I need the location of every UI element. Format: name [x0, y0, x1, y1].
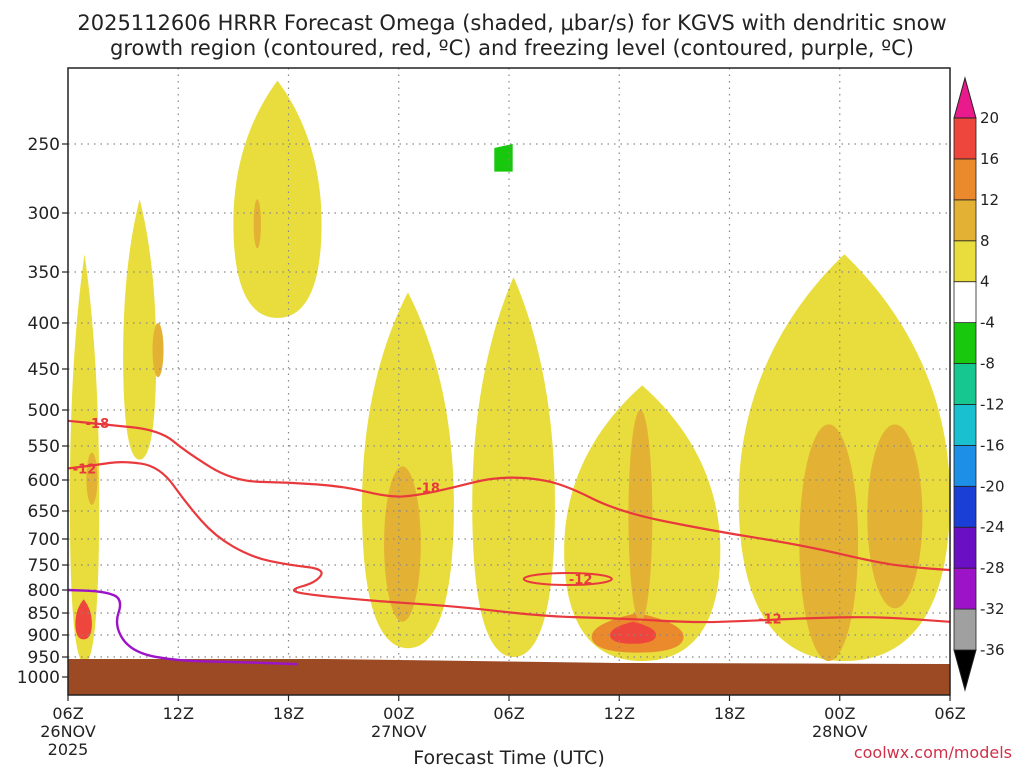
colorbar-swatch: [953, 444, 977, 487]
x-tick-year: 2025: [48, 740, 89, 759]
y-tick-label: 300: [28, 204, 60, 224]
colorbar-swatch: [953, 363, 977, 405]
colorbar-swatch: [953, 158, 977, 201]
colorbar-swatch: [953, 526, 977, 569]
y-tick-label: 650: [28, 502, 60, 522]
x-axis-label: Forecast Time (UTC): [413, 747, 604, 768]
y-tick-label: 250: [28, 135, 60, 155]
x-tick-label: 06Z: [52, 704, 83, 723]
colorbar-label: 12: [980, 191, 999, 209]
colorbar-max-arrow: [953, 76, 977, 119]
contour-label: -12: [569, 573, 593, 588]
contour-layer: -18 -12 -18 -12 -12: [67, 417, 951, 666]
colorbar-label: 20: [980, 109, 999, 127]
contour-label: -12: [758, 612, 782, 627]
omega-core-0: [384, 466, 421, 622]
omega-region-yellow-15Z-18Z-column: [233, 80, 322, 318]
colorbar-label: -24: [980, 518, 1005, 536]
contour-label: -18: [86, 417, 110, 432]
x-tick-label: 06Z: [934, 704, 965, 723]
y-tick-label: 350: [28, 263, 60, 283]
colorbar-label: -32: [980, 600, 1005, 618]
colorbar-swatch: [953, 485, 977, 528]
colorbar-label: 4: [980, 273, 990, 291]
omega-shading: [69, 80, 950, 664]
y-tick-label: 900: [28, 626, 60, 646]
x-tick-date: 28NOV: [812, 722, 868, 741]
colorbar-label: -20: [980, 477, 1005, 495]
omega-region-yellow-06Z-column: [69, 254, 100, 664]
omega-region-yellow-04Z-06Z-column: [472, 277, 555, 657]
colorbar-swatch: [953, 608, 977, 651]
y-tick-label: 550: [28, 437, 60, 457]
chart-title-line2: growth region (contoured, red, ºC) and f…: [110, 36, 914, 60]
x-tick-label: 18Z: [714, 704, 745, 723]
ground-terrain: [68, 659, 950, 695]
colorbar-label: -4: [980, 314, 995, 332]
colorbar-swatch: [953, 322, 977, 364]
ground-layer: [68, 659, 950, 695]
colorbar-label: 16: [980, 150, 999, 168]
colorbar-label: -8: [980, 355, 995, 373]
x-tick-label: 00Z: [824, 704, 855, 723]
x-tick-date: 27NOV: [371, 722, 427, 741]
omega-core-3: [867, 424, 923, 609]
omega-region-green-negative-blob: [494, 144, 513, 172]
omega-region-red-12Z-max: [610, 621, 656, 644]
chart-title-line1: 2025112606 HRRR Forecast Omega (shaded, …: [77, 11, 946, 35]
dgz-contour--18: [67, 419, 951, 572]
y-tick-label: 400: [28, 314, 60, 334]
y-tick-label: 700: [28, 530, 60, 550]
colorbar-swatch: [953, 240, 977, 283]
omega-core-5: [152, 323, 164, 378]
x-tick-label: 18Z: [273, 704, 304, 723]
y-tick-label: 800: [28, 581, 60, 601]
dgz-contour--12: [67, 461, 951, 624]
colorbar-label: -16: [980, 436, 1005, 454]
x-tick-label: 00Z: [383, 704, 414, 723]
x-tick-label: 12Z: [163, 704, 194, 723]
colorbar-label: -28: [980, 559, 1005, 577]
y-tick-label: 450: [28, 360, 60, 380]
colorbar-swatch: [953, 281, 977, 324]
dgz-contour-loop: [522, 572, 613, 586]
y-tick-label: 500: [28, 401, 60, 421]
gridlines: [68, 68, 950, 695]
credit-link[interactable]: coolwx.com/models: [854, 743, 1012, 762]
y-tick-label: 750: [28, 556, 60, 576]
omega-core-2: [799, 424, 859, 661]
omega-core-6: [253, 199, 261, 249]
colorbar-swatch: [953, 199, 977, 242]
freezing-level-contour: [67, 588, 298, 666]
y-axis: 2503003504004505005506006507007508008509…: [17, 135, 68, 688]
x-tick-date: 26NOV: [40, 722, 96, 741]
colorbar-label: -12: [980, 395, 1005, 413]
y-tick-label: 600: [28, 471, 60, 491]
x-tick-label: 12Z: [604, 704, 635, 723]
colorbar-min-arrow: [953, 649, 977, 692]
colorbar-swatch: [953, 567, 977, 610]
x-tick-label: 06Z: [493, 704, 524, 723]
contour-label: -12: [73, 462, 97, 477]
colorbar-label: 8: [980, 232, 990, 250]
contour-label: -18: [416, 481, 440, 496]
colorbar-swatch: [953, 404, 977, 446]
y-tick-label: 1000: [17, 668, 60, 688]
omega-region-yellow-09Z-column: [123, 199, 157, 460]
omega-region-red-06Z-max: [75, 599, 92, 640]
colorbar: -36 -32 -28 -24 -20 -16 -12 -8 -4 4 8 12 16 20: [953, 76, 1005, 692]
colorbar-label: -36: [980, 641, 1005, 659]
y-tick-label: 850: [28, 604, 60, 624]
y-tick-label: 950: [28, 648, 60, 668]
colorbar-swatch: [953, 117, 977, 160]
